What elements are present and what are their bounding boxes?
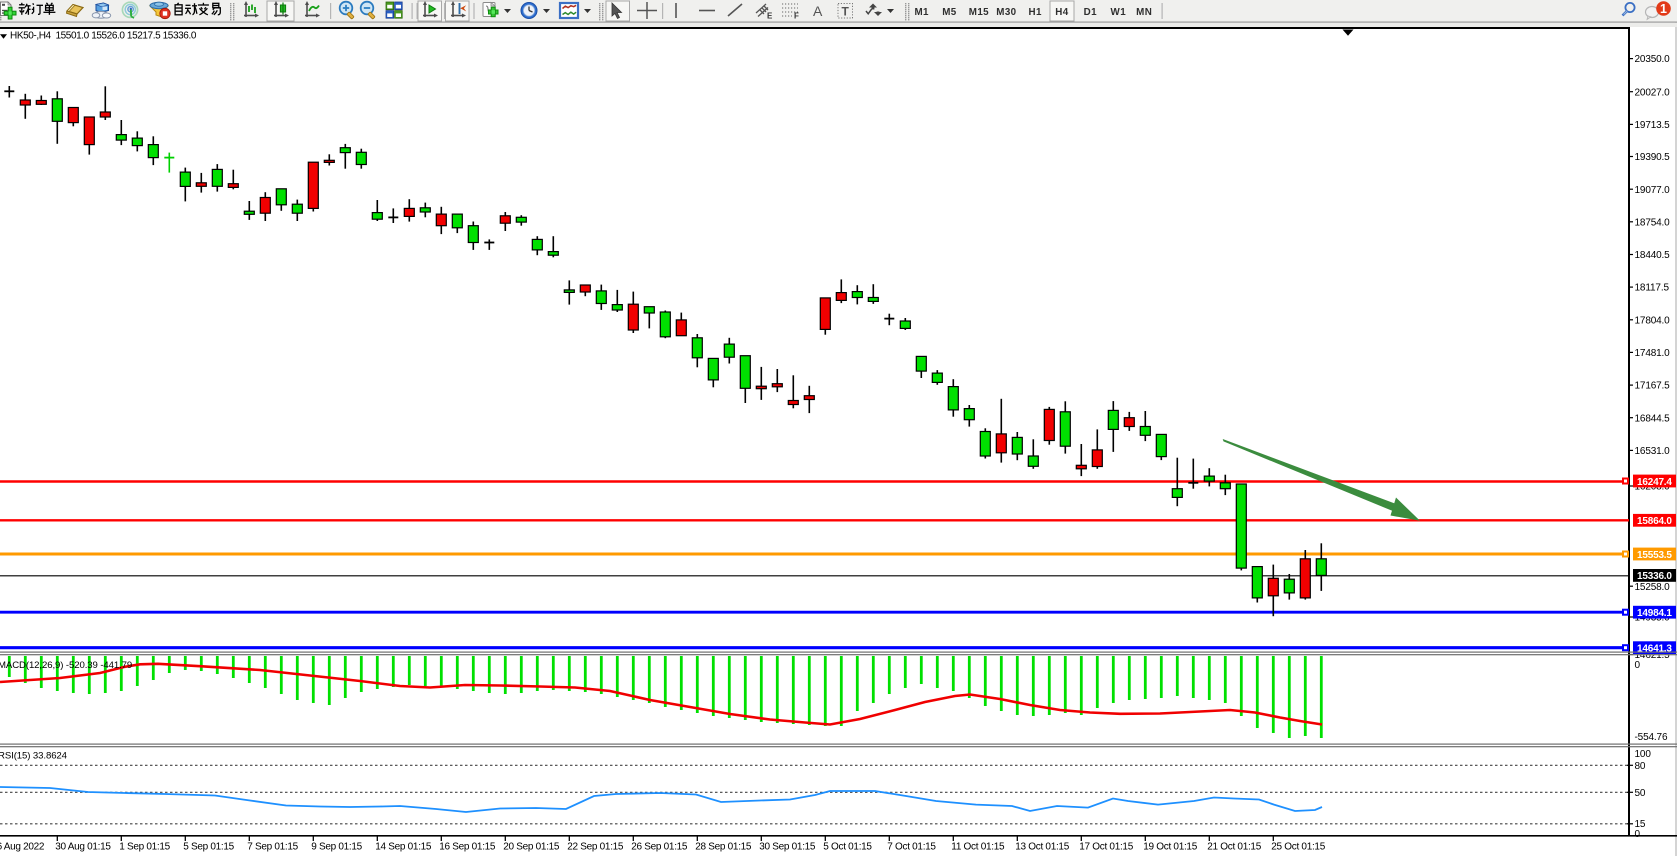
svg-text:14621.5: 14621.5 [1635,650,1671,661]
svg-text:14641.3: 14641.3 [1637,644,1672,655]
svg-text:15: 15 [1635,819,1646,830]
svg-text:-554.76: -554.76 [1635,732,1668,743]
svg-text:MACD(12,26,9) -520.39 -441.79: MACD(12,26,9) -520.39 -441.79 [0,660,132,671]
svg-text:17167.5: 17167.5 [1635,381,1671,392]
svg-text:20027.0: 20027.0 [1635,87,1671,98]
svg-text:28 Sep 01:15: 28 Sep 01:15 [695,842,752,853]
svg-text:M1: M1 [914,7,929,18]
svg-text:26 Aug 2022: 26 Aug 2022 [0,842,45,853]
svg-text:20350.0: 20350.0 [1635,54,1671,65]
svg-text:T: T [842,5,850,19]
svg-text:F: F [794,12,799,21]
svg-text:M15: M15 [969,7,989,18]
svg-text:E: E [767,12,773,21]
svg-text:5 Sep 01:15: 5 Sep 01:15 [183,842,234,853]
svg-text:30 Aug 01:15: 30 Aug 01:15 [55,842,111,853]
svg-text:16 Sep 01:15: 16 Sep 01:15 [439,842,496,853]
svg-text:15336.0: 15336.0 [1637,571,1672,582]
svg-text:9 Sep 01:15: 9 Sep 01:15 [311,842,362,853]
svg-text:RSI(15) 33.8624: RSI(15) 33.8624 [0,751,68,762]
svg-text:20 Sep 01:15: 20 Sep 01:15 [503,842,560,853]
svg-text:18754.0: 18754.0 [1635,217,1671,228]
svg-text:26 Sep 01:15: 26 Sep 01:15 [631,842,688,853]
svg-text:7 Sep 01:15: 7 Sep 01:15 [247,842,298,853]
svg-text:17804.0: 17804.0 [1635,315,1671,326]
svg-text:7 Oct 01:15: 7 Oct 01:15 [887,842,936,853]
svg-text:1 Sep 01:15: 1 Sep 01:15 [119,842,170,853]
svg-text:19713.5: 19713.5 [1635,120,1671,131]
svg-text:5 Oct 01:15: 5 Oct 01:15 [823,842,872,853]
svg-text:11 Oct 01:15: 11 Oct 01:15 [951,842,1005,853]
svg-text:16531.0: 16531.0 [1635,446,1671,457]
svg-text:W1: W1 [1111,7,1127,18]
svg-text:19390.5: 19390.5 [1635,152,1671,163]
svg-text:18440.5: 18440.5 [1635,250,1671,261]
svg-text:D1: D1 [1084,7,1097,18]
svg-text:15258.0: 15258.0 [1635,582,1671,593]
svg-text:0: 0 [1635,660,1641,671]
svg-text:17481.0: 17481.0 [1635,348,1671,359]
svg-text:MN: MN [1136,7,1152,18]
svg-text:1: 1 [1660,2,1667,16]
svg-text:M30: M30 [996,7,1016,18]
svg-text:21 Oct 01:15: 21 Oct 01:15 [1207,842,1261,853]
svg-text:HK50-,H4 15501.0 15526.0 1521: HK50-,H4 15501.0 15526.0 15217.5 15336.0 [10,31,197,42]
svg-text:15553.5: 15553.5 [1637,550,1672,561]
svg-text:18117.5: 18117.5 [1635,283,1670,294]
svg-text:19 Oct 01:15: 19 Oct 01:15 [1143,842,1197,853]
svg-text:50: 50 [1635,788,1646,799]
svg-text:15864.0: 15864.0 [1637,516,1672,527]
svg-text:25 Oct 01:15: 25 Oct 01:15 [1271,842,1325,853]
svg-text:13 Oct 01:15: 13 Oct 01:15 [1015,842,1069,853]
svg-text:0: 0 [1635,829,1641,840]
svg-text:H4: H4 [1055,7,1068,18]
svg-text:H1: H1 [1029,7,1042,18]
svg-text:14 Sep 01:15: 14 Sep 01:15 [375,842,432,853]
svg-text:14984.1: 14984.1 [1637,608,1672,619]
svg-text:100: 100 [1635,749,1652,760]
svg-text:M5: M5 [942,7,957,18]
svg-text:16844.5: 16844.5 [1635,413,1671,424]
svg-text:16247.4: 16247.4 [1637,477,1672,488]
svg-text:A: A [813,3,823,19]
svg-text:30 Sep 01:15: 30 Sep 01:15 [759,842,816,853]
svg-text:22 Sep 01:15: 22 Sep 01:15 [567,842,624,853]
svg-text:17 Oct 01:15: 17 Oct 01:15 [1079,842,1133,853]
svg-text:80: 80 [1635,761,1646,772]
svg-text:19077.0: 19077.0 [1635,185,1671,196]
